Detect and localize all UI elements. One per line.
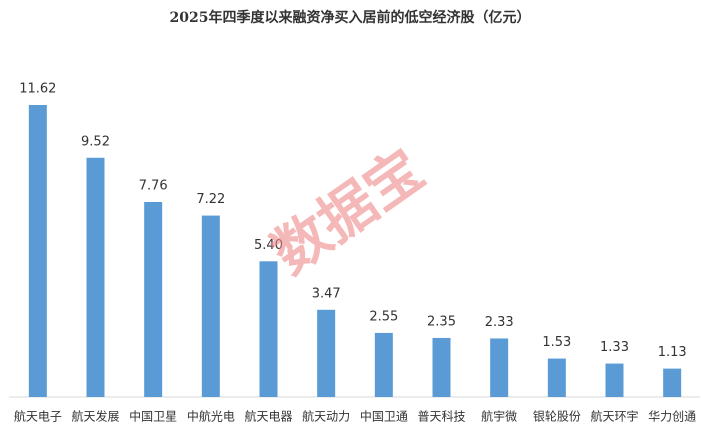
x-tick-label: 中国卫星 [129, 409, 177, 424]
data-label: 5.40 [254, 238, 283, 253]
bar [490, 338, 509, 397]
x-tick-label: 航天环宇 [590, 409, 638, 424]
x-tick-label: 银轮股份 [533, 410, 581, 424]
data-label: 7.76 [139, 178, 168, 193]
bar [259, 261, 278, 397]
data-label: 2.35 [427, 314, 456, 329]
data-label: 3.47 [312, 286, 341, 301]
chart-title: 2025年四季度以来融资净买入居前的低空经济股（亿元） [170, 9, 531, 26]
watermark: 数据宝 [261, 137, 436, 287]
bar [547, 358, 566, 397]
bar [663, 368, 682, 397]
x-tick-label: 航天电子 [14, 409, 62, 424]
data-label: 1.53 [542, 335, 571, 350]
x-tick-label: 中航光电 [187, 409, 235, 424]
x-tick-label: 普天科技 [417, 410, 465, 424]
x-tick-label: 华力创通 [648, 410, 696, 424]
bar [374, 332, 393, 397]
data-label: 1.13 [658, 345, 687, 360]
bar [317, 309, 336, 397]
data-label: 2.33 [485, 315, 514, 330]
data-label: 7.22 [196, 192, 225, 207]
x-tick-label: 航天电器 [244, 409, 292, 424]
data-label: 9.52 [81, 134, 110, 149]
bar [201, 215, 220, 397]
x-tick-label: 航天发展 [71, 409, 119, 424]
data-label: 1.33 [600, 340, 629, 355]
data-label: 11.62 [19, 82, 56, 97]
bar [432, 337, 451, 397]
bar [144, 201, 163, 397]
bar [86, 157, 105, 397]
bar [28, 105, 47, 397]
x-tick-label: 航天动力 [302, 409, 350, 424]
x-tick-label: 航宇微 [481, 409, 517, 424]
bar [605, 363, 624, 397]
data-label: 2.55 [369, 309, 398, 324]
x-tick-label: 中国卫通 [360, 409, 408, 424]
